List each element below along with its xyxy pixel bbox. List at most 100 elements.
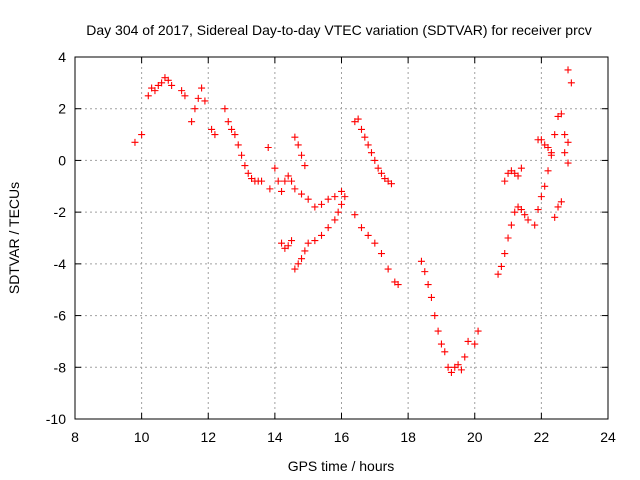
data-point — [351, 211, 359, 219]
x-tick-label: 8 — [71, 429, 79, 445]
data-point — [144, 92, 152, 100]
data-point — [524, 216, 532, 224]
chart-title: Day 304 of 2017, Sidereal Day-to-day VTE… — [86, 22, 592, 38]
data-point — [384, 265, 392, 273]
data-point — [454, 361, 462, 369]
data-point — [444, 363, 452, 371]
data-point — [234, 141, 242, 149]
data-point — [457, 366, 465, 374]
data-point — [544, 144, 552, 151]
data-point — [291, 265, 299, 273]
x-axis-label: GPS time / hours — [288, 458, 395, 474]
data-point — [284, 172, 292, 180]
data-point — [564, 138, 572, 146]
data-point — [371, 156, 379, 164]
data-point — [334, 208, 342, 216]
data-point — [511, 208, 519, 216]
data-point — [298, 255, 306, 263]
data-point — [557, 110, 565, 118]
y-tick-label: 2 — [58, 101, 66, 117]
data-point — [311, 237, 319, 245]
data-point — [531, 221, 539, 229]
data-point — [547, 151, 555, 159]
data-point — [427, 293, 435, 301]
data-point — [447, 368, 455, 376]
data-point — [504, 234, 512, 242]
data-point — [361, 133, 369, 141]
data-point — [188, 118, 196, 126]
data-point — [311, 203, 319, 211]
data-point — [424, 281, 432, 289]
data-point — [461, 353, 469, 361]
x-tick-label: 10 — [134, 429, 150, 445]
data-points — [131, 66, 575, 376]
data-point — [211, 131, 219, 139]
data-point — [138, 131, 146, 139]
data-point — [377, 250, 385, 258]
data-point — [224, 118, 232, 126]
data-point — [284, 242, 292, 250]
data-point — [357, 224, 365, 232]
data-point — [271, 164, 279, 172]
data-point — [298, 151, 306, 159]
data-point — [564, 66, 572, 74]
data-point — [291, 185, 299, 193]
y-tick-label: -4 — [54, 256, 67, 272]
data-point — [357, 125, 365, 133]
data-point — [517, 206, 525, 214]
data-point — [238, 151, 246, 159]
data-point — [464, 337, 472, 345]
data-point — [394, 281, 402, 289]
data-point — [514, 172, 522, 180]
data-point — [551, 131, 559, 139]
data-point — [561, 131, 569, 139]
data-point — [201, 97, 209, 105]
data-point — [338, 187, 345, 195]
data-point — [274, 177, 282, 185]
data-point — [221, 105, 229, 113]
data-point — [304, 239, 312, 247]
data-point — [437, 340, 445, 348]
data-point — [168, 81, 176, 89]
data-point — [367, 149, 375, 157]
y-tick-label: -8 — [54, 359, 67, 375]
data-point — [541, 182, 549, 190]
data-point — [191, 105, 199, 113]
data-point — [338, 200, 345, 208]
data-point — [181, 92, 189, 100]
data-point — [551, 213, 559, 221]
data-point — [517, 164, 525, 172]
data-point — [521, 211, 529, 219]
x-tick-label: 24 — [600, 429, 616, 445]
data-point — [231, 131, 239, 139]
data-point — [294, 260, 302, 268]
data-point — [264, 144, 272, 151]
data-point — [301, 162, 309, 170]
data-point — [557, 198, 565, 206]
x-tick-labels: 8 10 12 14 16 18 20 22 24 — [71, 429, 616, 445]
data-point — [228, 125, 236, 133]
data-point — [564, 159, 572, 167]
data-point — [288, 237, 296, 245]
data-point — [501, 250, 509, 258]
data-point — [377, 169, 385, 177]
data-point — [501, 177, 509, 185]
data-point — [241, 162, 249, 170]
data-point — [534, 206, 542, 214]
x-tick-label: 20 — [467, 429, 483, 445]
data-point — [324, 224, 332, 232]
data-point — [278, 187, 286, 195]
data-point — [371, 239, 379, 247]
data-point — [431, 312, 439, 320]
data-point — [278, 239, 286, 247]
grid-lines — [75, 57, 608, 419]
data-point — [304, 195, 312, 203]
axis-ticks — [74, 56, 609, 420]
data-point — [198, 84, 206, 92]
data-point — [497, 262, 505, 270]
data-point — [151, 87, 159, 95]
data-point — [354, 115, 362, 123]
data-point — [331, 193, 339, 201]
data-point — [364, 231, 372, 239]
